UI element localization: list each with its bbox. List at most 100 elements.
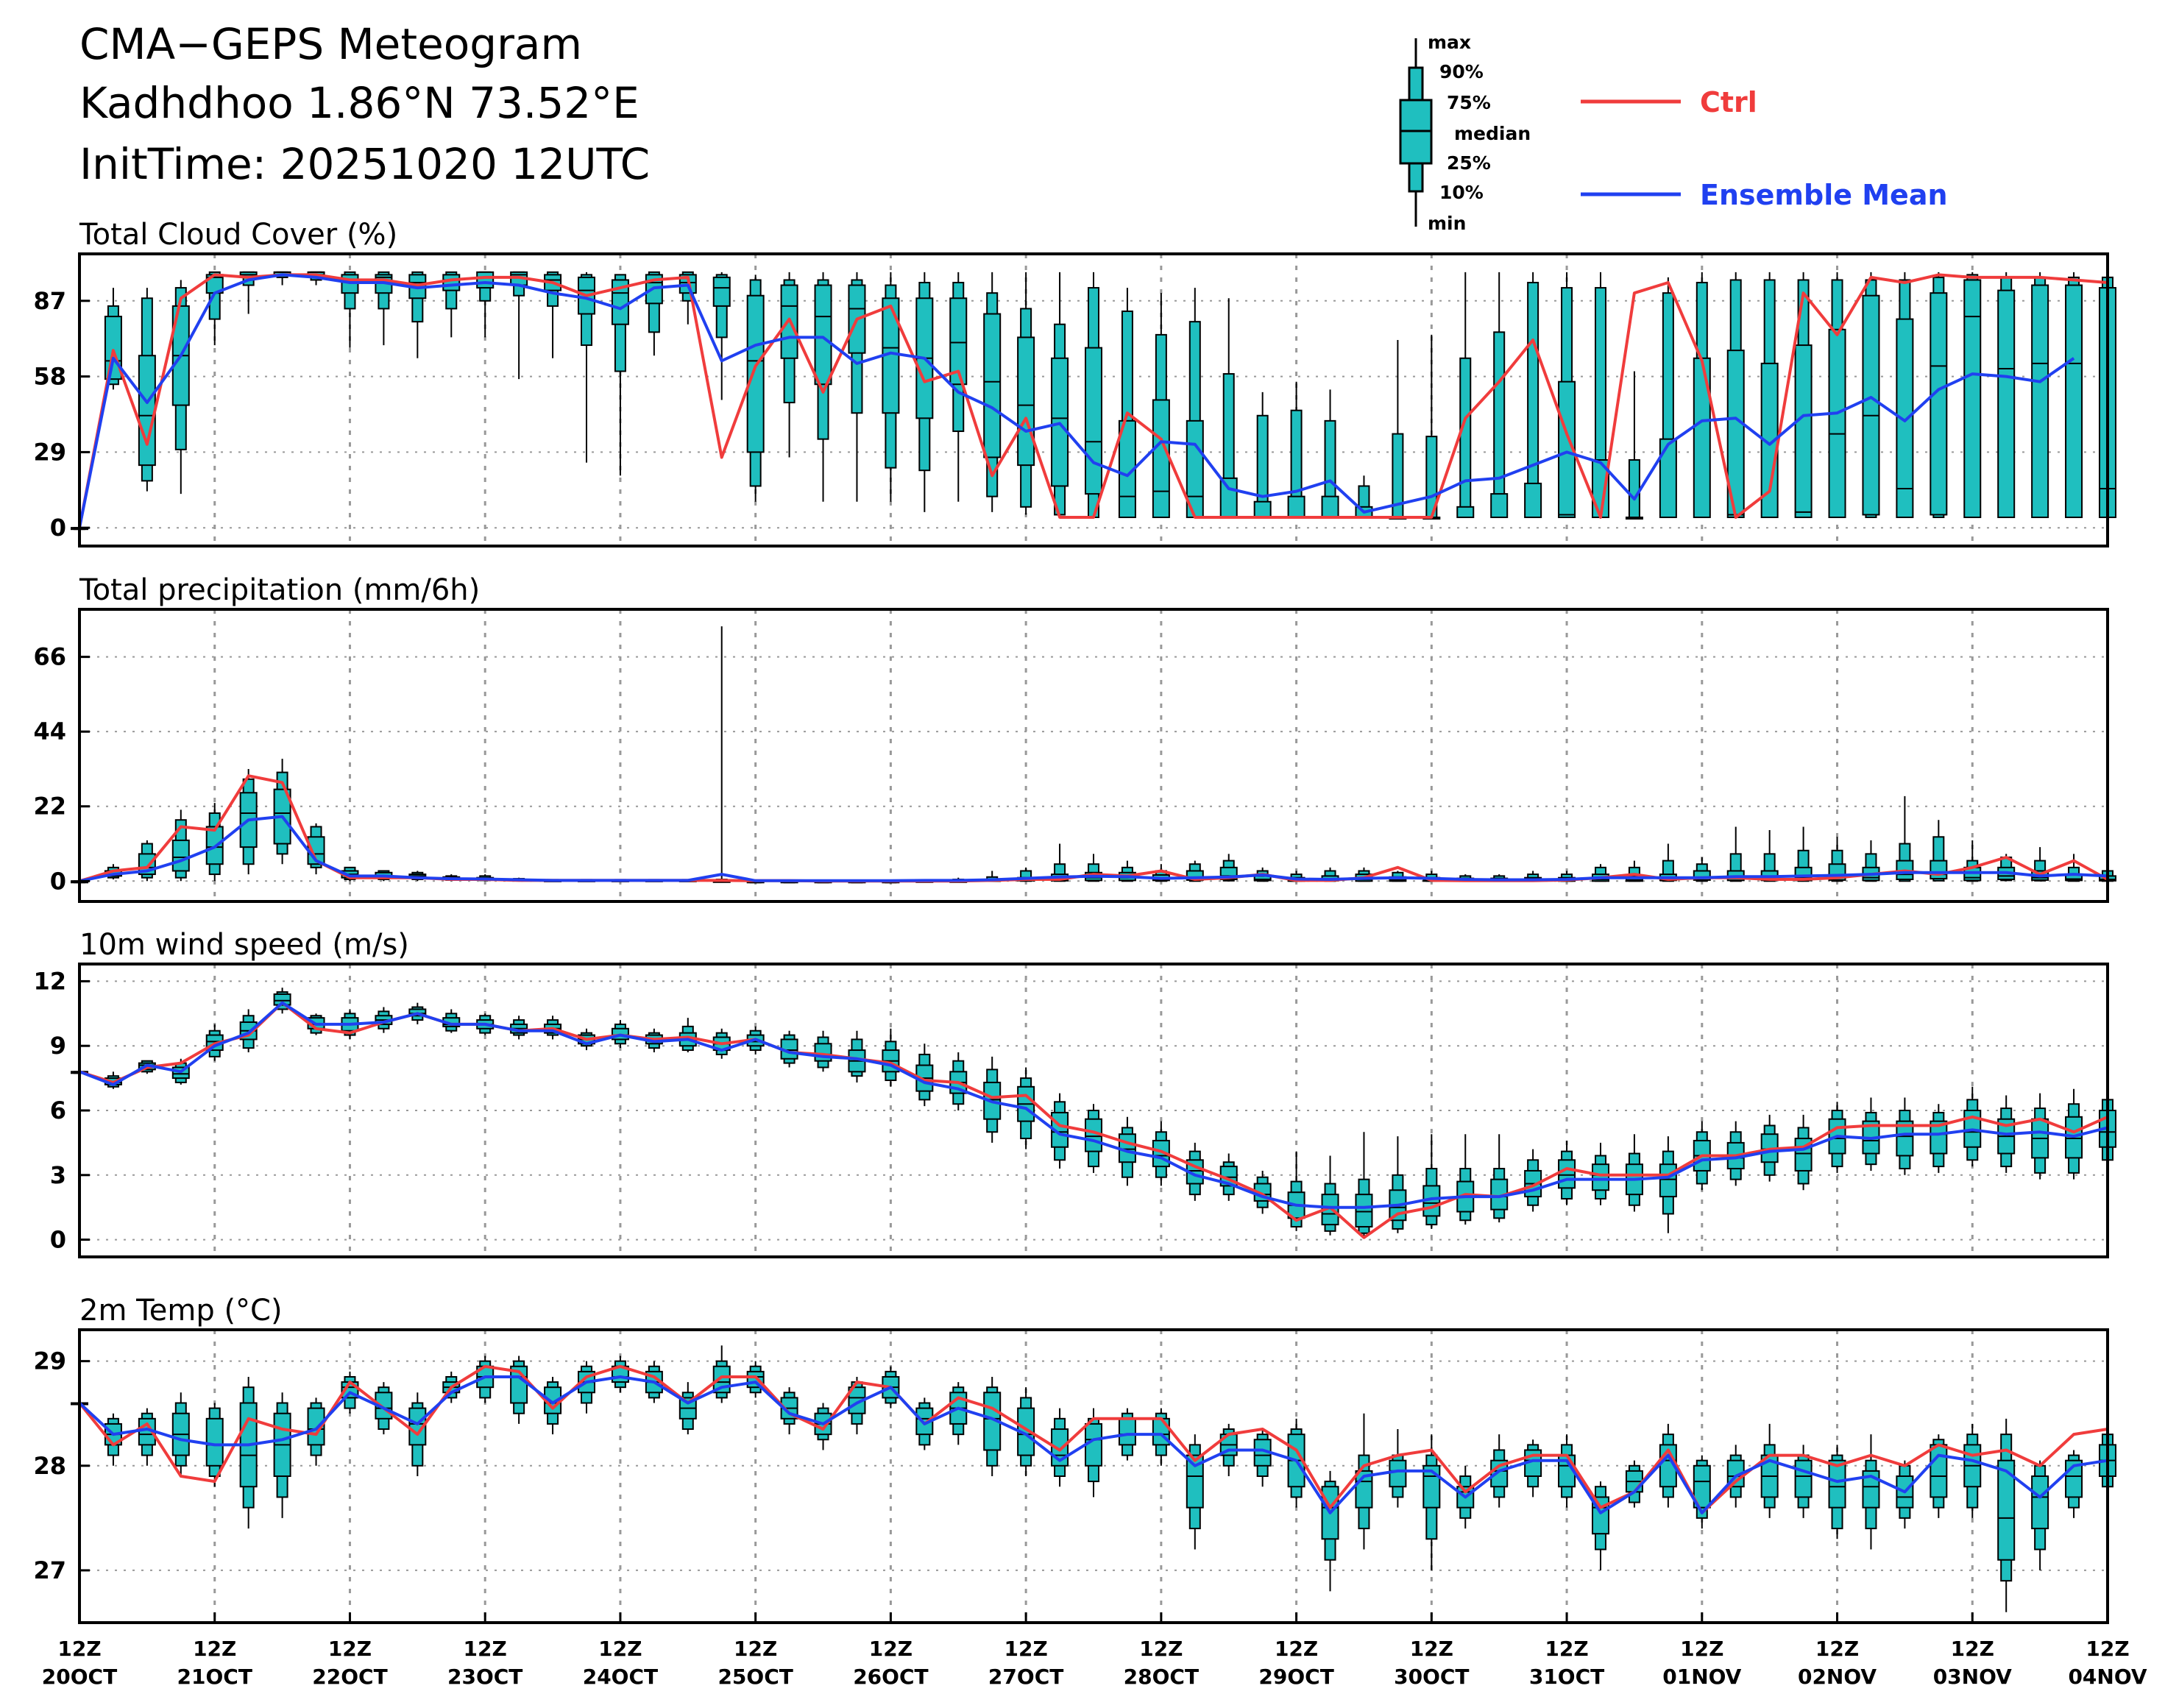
boxplot [1389,871,1407,882]
y-tick-label: 6 [50,1096,66,1124]
boxplot [712,272,731,400]
boxplot [1085,272,1102,519]
boxplot [1693,1455,1711,1529]
boxplot [949,1382,968,1445]
boxplot-inner-box [171,839,190,872]
panel-title-precipitation: Total precipitation (mm/6h) [79,573,480,607]
boxplot [1862,1434,1880,1550]
x-tick-label-time: 12Z [1139,1637,1183,1661]
plot-frame [78,1328,2109,1624]
boxplot-inner-box [1693,1464,1711,1509]
x-tick-label-time: 12Z [328,1637,372,1661]
y-tick-label: 3 [50,1161,66,1189]
boxplot [1659,843,1677,882]
boxplot [1355,1132,1373,1238]
boxplot [1828,272,1846,519]
boxplot-inner-box [1456,506,1475,519]
boxplot-inner-box [1186,1454,1204,1509]
boxplot [1321,1155,1339,1236]
boxplot-inner-box [1524,482,1542,519]
boxplot-inner-box [1355,1194,1373,1228]
boxplot [205,1403,224,1487]
boxplot-inner-box [1118,1417,1136,1446]
x-axis-labels: 12Z 20OCT 12Z 21OCT 12Z 22OCT 12Z 23OCT 12Z 24OCT… [42,1612,2147,1689]
boxplot [1963,1086,1982,1167]
boxplot-inner-box [1287,495,1305,519]
boxplot-inner-box [1659,1163,1677,1198]
boxplot [544,1376,562,1435]
boxplot [510,1356,528,1424]
x-tick-label-time: 12Z [1951,1637,1994,1661]
boxplot [1659,277,1677,519]
x-tick-label-date: 22OCT [312,1665,387,1689]
x-tick-label-date: 20OCT [42,1665,117,1689]
x-tick-label-time: 12Z [1545,1637,1588,1661]
boxplot [1321,1470,1339,1592]
boxplot-inner-box [205,1417,224,1467]
boxplot-inner-box [476,271,495,289]
boxplot [1862,1097,1880,1171]
boxplot [983,1376,1002,1476]
ensemble-mean-series-line [78,1375,2108,1514]
boxplot [1152,1408,1170,1466]
boxplot [1490,272,1509,519]
boxplot [1422,1434,1441,1570]
y-tick-label: 44 [33,717,66,745]
boxplot [1152,293,1170,519]
x-tick-label-date: 02NOV [1798,1665,1877,1689]
x-tick-label-time: 12Z [193,1637,236,1661]
boxplot [1997,272,2016,519]
x-tick-label-date: 29OCT [1258,1665,1333,1689]
boxplot [1592,1481,1609,1570]
x-tick-label-time: 12Z [1410,1637,1453,1661]
boxplot [746,274,765,502]
boxplot [1963,1423,1982,1518]
y-tick-label: 29 [33,438,66,466]
boxplot [1760,1423,1779,1518]
x-tick-label-time: 12Z [869,1637,913,1661]
panel-wind-speed: 10m wind speed (m/s) 0 3 6 9 12 [33,928,2116,1258]
boxplot-inner-box [1930,860,1948,880]
ctrl-series-line [78,1364,2108,1514]
x-tick-label-time: 12Z [1004,1637,1047,1661]
boxplot-inner-box [1794,1459,1813,1498]
boxplot [814,272,832,502]
ensemble-mean-series-line [79,1001,2108,1209]
boxplot [1726,826,1745,882]
boxplot [1963,272,1982,519]
boxplot [1186,288,1204,519]
x-tick-label-time: 12Z [598,1637,642,1661]
boxplot [1997,1418,2016,1612]
boxplot [138,1408,156,1466]
boxplot [2065,1450,2083,1518]
boxplot-inner-box [1828,328,1846,519]
boxplot [1726,272,1745,519]
boxplot-inner-box [746,294,765,453]
boxplot-outer-box [1527,281,1539,519]
boxplot [645,271,663,356]
boxplot [1896,1460,1914,1529]
boxplot [1085,1408,1102,1498]
legend-max: max [1428,32,1471,53]
boxplot [104,288,122,390]
panel-temperature: 2m Temp (°C) 27 28 29 [33,1294,2116,1624]
boxplot-inner-box [2031,1475,2049,1530]
y-tick-label: 0 [50,867,66,895]
ctrl-series-line [78,273,2108,528]
boxplot-outer-box [1493,331,1506,519]
boxplot [1558,1140,1576,1205]
boxplot [780,1030,798,1068]
boxplot-inner-box [1389,1459,1407,1488]
boxplot-inner-box [1017,336,1035,467]
legend-p10: 10% [1439,182,1484,203]
y-tick-label: 0 [50,514,66,542]
boxplot-inner-box [138,355,156,467]
boxplot-inner-box [442,274,461,291]
x-tick-label-date: 26OCT [853,1665,928,1689]
boxplot [1760,272,1779,519]
x-tick-label-date: 31OCT [1529,1665,1604,1689]
boxplot [882,272,900,502]
boxplot-inner-box [712,276,731,307]
boxplot [1118,288,1136,519]
boxplot [1017,272,1035,515]
